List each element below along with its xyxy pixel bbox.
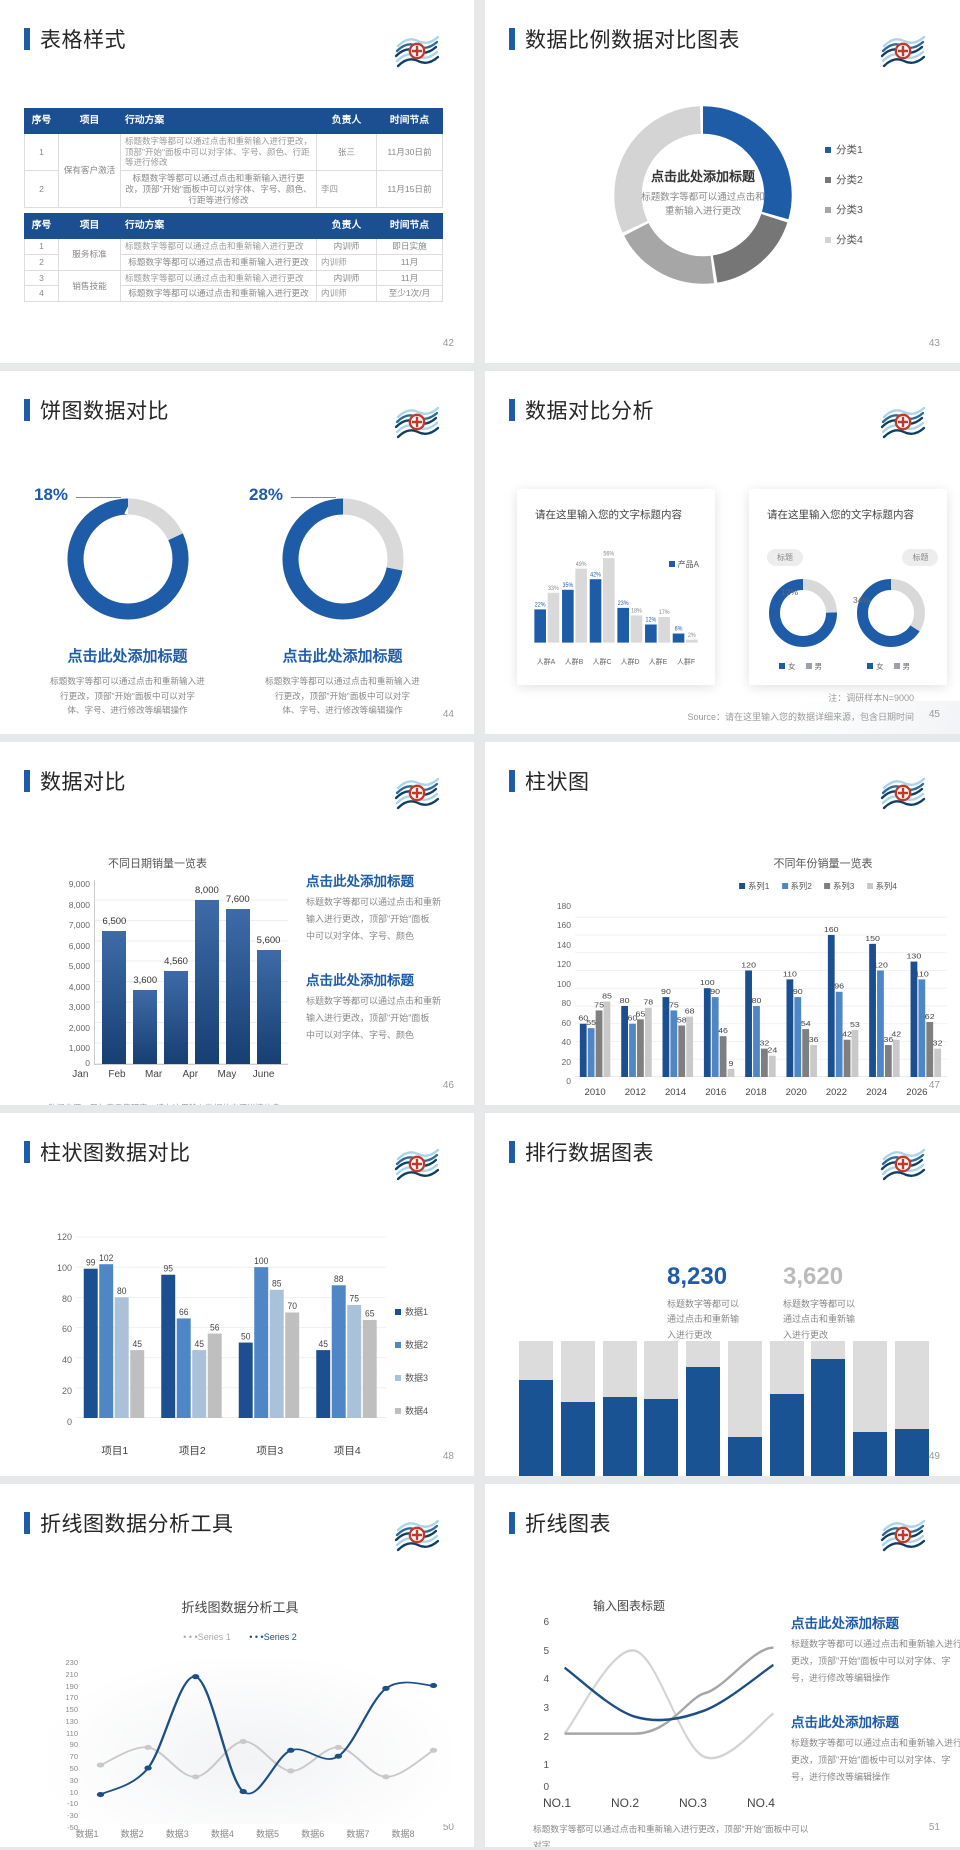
svg-text:90: 90 — [661, 988, 671, 996]
svg-text:96: 96 — [834, 982, 844, 990]
svg-text:100: 100 — [700, 979, 715, 987]
svg-text:50: 50 — [241, 1331, 251, 1341]
svg-text:49%: 49% — [576, 562, 587, 568]
svg-text:12%: 12% — [645, 617, 656, 623]
svg-text:45: 45 — [318, 1339, 328, 1349]
svg-text:68: 68 — [685, 1007, 695, 1015]
svg-text:56: 56 — [210, 1322, 220, 1332]
svg-text:100: 100 — [254, 1256, 268, 1266]
svg-text:42%: 42% — [590, 572, 601, 578]
svg-text:90: 90 — [793, 988, 803, 996]
svg-text:55: 55 — [586, 1019, 596, 1027]
svg-text:75: 75 — [669, 1001, 679, 1009]
svg-text:42: 42 — [891, 1030, 901, 1038]
svg-text:45: 45 — [132, 1339, 142, 1349]
svg-text:45: 45 — [194, 1339, 204, 1349]
svg-text:42: 42 — [842, 1030, 852, 1038]
svg-text:6%: 6% — [675, 626, 683, 632]
svg-text:17%: 17% — [659, 610, 670, 616]
svg-text:78: 78 — [643, 998, 653, 1006]
svg-text:120: 120 — [741, 961, 756, 969]
svg-text:95: 95 — [163, 1263, 173, 1273]
svg-text:120: 120 — [873, 961, 888, 969]
svg-text:62: 62 — [925, 1013, 935, 1021]
svg-text:35%: 35% — [562, 583, 573, 589]
svg-text:56%: 56% — [603, 551, 614, 557]
svg-text:150: 150 — [865, 935, 880, 943]
svg-text:110: 110 — [783, 970, 798, 978]
svg-text:54: 54 — [801, 1020, 811, 1028]
svg-text:90: 90 — [710, 988, 720, 996]
svg-text:18%: 18% — [631, 608, 642, 614]
svg-text:65: 65 — [365, 1309, 375, 1319]
svg-text:80: 80 — [117, 1286, 127, 1296]
svg-text:2%: 2% — [688, 633, 696, 639]
svg-text:70: 70 — [287, 1301, 297, 1311]
svg-text:65: 65 — [635, 1010, 645, 1018]
svg-text:33%: 33% — [548, 586, 559, 592]
svg-text:58: 58 — [677, 1016, 687, 1024]
svg-text:32: 32 — [933, 1039, 943, 1047]
svg-text:130: 130 — [907, 952, 922, 960]
svg-text:88: 88 — [334, 1274, 344, 1284]
svg-text:53: 53 — [850, 1021, 860, 1029]
svg-text:24: 24 — [767, 1046, 777, 1054]
svg-text:80: 80 — [620, 997, 630, 1005]
svg-text:36: 36 — [809, 1036, 819, 1044]
svg-text:80: 80 — [752, 997, 762, 1005]
svg-text:110: 110 — [915, 970, 930, 978]
svg-text:9: 9 — [729, 1060, 734, 1068]
svg-text:75: 75 — [594, 1001, 604, 1009]
svg-text:102: 102 — [99, 1253, 113, 1263]
svg-text:23%: 23% — [618, 601, 629, 607]
svg-text:46: 46 — [718, 1027, 728, 1035]
svg-text:66: 66 — [179, 1307, 189, 1317]
svg-text:85: 85 — [602, 992, 612, 1000]
svg-text:22%: 22% — [535, 602, 546, 608]
svg-text:160: 160 — [824, 926, 839, 934]
svg-text:99: 99 — [86, 1257, 96, 1267]
svg-text:75: 75 — [349, 1294, 359, 1304]
svg-text:85: 85 — [272, 1278, 282, 1288]
